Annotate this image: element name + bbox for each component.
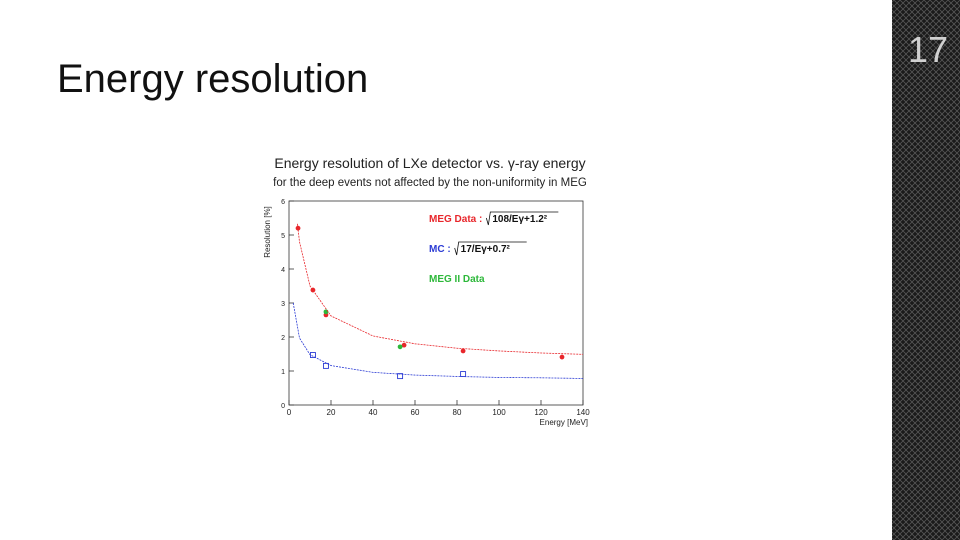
- chart-title: Energy resolution of LXe detector vs. γ-…: [274, 155, 585, 171]
- marker: [323, 309, 329, 315]
- x-tick-label: 120: [534, 408, 548, 417]
- chart-subtitle: for the deep events not affected by the …: [273, 177, 587, 189]
- marker: [323, 362, 329, 369]
- y-tick-label: 2: [281, 335, 285, 342]
- y-tick-label: 0: [281, 403, 285, 410]
- side-band: [892, 0, 960, 540]
- legend-formula: 108/Eγ+1.2²: [492, 214, 547, 225]
- page-number: 17: [908, 29, 948, 70]
- y-tick-label: 4: [281, 267, 285, 274]
- x-tick-label: 80: [453, 408, 462, 417]
- x-tick-label: 0: [287, 408, 292, 417]
- marker: [401, 342, 407, 348]
- marker: [397, 373, 404, 380]
- x-tick-label: 60: [411, 408, 420, 417]
- marker: [559, 354, 565, 360]
- x-tick-label: 100: [492, 408, 506, 417]
- plot-frame: [288, 200, 584, 406]
- x-tick-label: 140: [576, 408, 590, 417]
- legend-entry: MC :: [429, 244, 451, 255]
- fit-curve: [292, 302, 584, 379]
- x-tick-label: 20: [327, 408, 336, 417]
- legend-entry: MEG II Data: [429, 274, 485, 285]
- x-tick-label: 40: [369, 408, 378, 417]
- marker: [460, 371, 467, 378]
- sqrt-sign: [485, 211, 559, 226]
- sqrt-sign: [454, 241, 527, 256]
- y-axis-label: Resolution [%]: [263, 206, 272, 258]
- legend-formula: 17/Eγ+0.7²: [461, 244, 511, 255]
- y-tick-label: 6: [281, 199, 285, 206]
- fit-curve: [297, 223, 584, 355]
- x-axis-label: Energy [MeV]: [540, 418, 588, 427]
- y-tick-label: 5: [281, 233, 285, 240]
- marker: [460, 348, 466, 354]
- legend-entry: MEG Data :: [429, 214, 482, 225]
- y-tick-label: 3: [281, 301, 285, 308]
- y-tick-label: 1: [281, 369, 285, 376]
- marker: [397, 344, 403, 350]
- slide-title: Energy resolution: [57, 57, 368, 101]
